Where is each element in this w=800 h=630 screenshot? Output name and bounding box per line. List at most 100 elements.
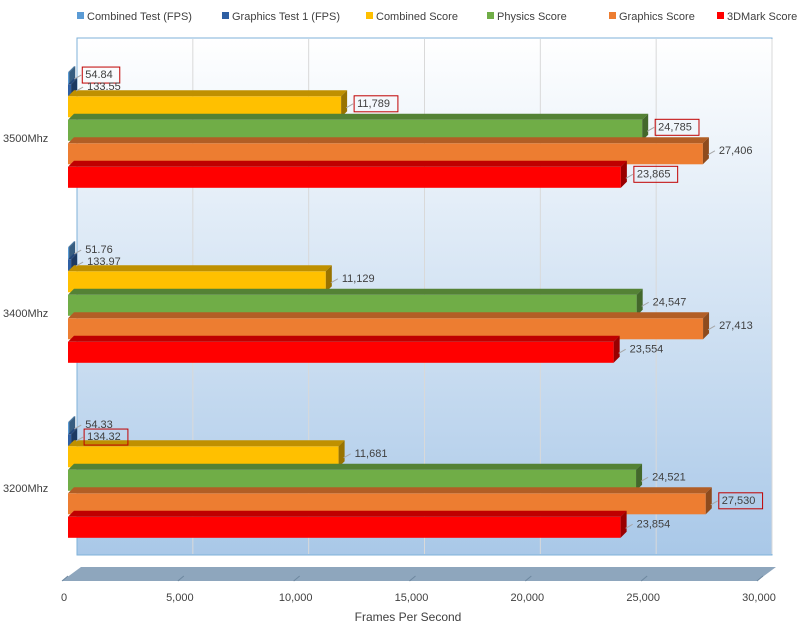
bar-top bbox=[68, 463, 643, 470]
bar-front bbox=[68, 294, 637, 316]
bar-physics-score-3200mhz bbox=[68, 463, 643, 491]
bar-physics-score-3500mhz bbox=[68, 113, 649, 141]
leader-line bbox=[73, 249, 82, 255]
x-axis-ticks: 0 5,000 10,000 15,000 20,000 25,000 30,000 bbox=[61, 592, 776, 604]
bar-top bbox=[68, 428, 78, 435]
bar-graphics-test-1-fps-3400mhz bbox=[68, 253, 78, 271]
legend-swatch bbox=[77, 12, 84, 19]
bar-top bbox=[68, 253, 78, 260]
floor-tick bbox=[640, 575, 648, 582]
bar-side bbox=[620, 160, 627, 188]
y-axis-categories: 3500Mhz 3400Mhz 3200Mhz bbox=[3, 133, 48, 495]
data-label-3dmark-score-3400mhz: 23,554 bbox=[630, 343, 664, 355]
bar-side bbox=[69, 241, 76, 259]
bar-side bbox=[702, 137, 709, 165]
bar-side bbox=[620, 510, 627, 538]
bar-front bbox=[68, 434, 72, 446]
legend: Combined Test (FPS) Graphics Test 1 (FPS)… bbox=[77, 11, 797, 23]
bar-top bbox=[68, 416, 76, 423]
bar-combined-test-fps-3400mhz bbox=[68, 241, 76, 259]
x-tick-label: 25,000 bbox=[626, 592, 660, 604]
bar-front bbox=[68, 318, 704, 340]
leader-line bbox=[625, 173, 634, 179]
bar-graphics-test-1-fps-3500mhz bbox=[68, 78, 78, 96]
bar-side bbox=[71, 428, 78, 446]
highlight-box bbox=[353, 95, 399, 113]
y-category-label-3500mhz: 3500Mhz bbox=[3, 133, 48, 145]
leader-line bbox=[646, 126, 655, 132]
bars bbox=[68, 66, 712, 538]
data-label-3dmark-score-3200mhz: 23,854 bbox=[637, 518, 671, 530]
legend-swatch bbox=[717, 12, 724, 19]
bar-front bbox=[68, 96, 342, 118]
x-tick-label: 10,000 bbox=[279, 592, 313, 604]
legend-item-graphics-score: Graphics Score bbox=[609, 11, 695, 23]
bar-front bbox=[68, 469, 637, 491]
leader-line bbox=[710, 500, 719, 506]
leader-line bbox=[74, 74, 82, 80]
bar-graphics-score-3200mhz bbox=[68, 487, 712, 515]
legend-swatch bbox=[222, 12, 229, 19]
legend-swatch bbox=[487, 12, 494, 19]
bar-physics-score-3400mhz bbox=[68, 288, 643, 316]
bar-top bbox=[68, 137, 709, 144]
legend-label: Physics Score bbox=[497, 11, 567, 23]
bar-top bbox=[68, 265, 332, 272]
bar-top bbox=[68, 66, 76, 73]
bar-side bbox=[325, 265, 332, 293]
bar-front bbox=[68, 341, 614, 363]
bar-combined-test-fps-3200mhz bbox=[68, 416, 76, 434]
bar-combined-score-3200mhz bbox=[68, 440, 345, 468]
bar-side bbox=[338, 440, 345, 468]
data-label-physics-score-3200mhz: 24,521 bbox=[652, 471, 686, 483]
legend-item-3dmark-score: 3DMark Score bbox=[717, 11, 797, 23]
legend-item-graphics-test-1-fps: Graphics Test 1 (FPS) bbox=[222, 11, 340, 23]
bar-front bbox=[68, 493, 706, 515]
bar-side bbox=[71, 253, 78, 271]
data-label-graphics-score-3200mhz: 27,530 bbox=[722, 495, 756, 507]
floor-tick bbox=[177, 575, 185, 582]
bar-top bbox=[68, 90, 348, 97]
bar-front bbox=[68, 259, 72, 271]
bar-top bbox=[68, 160, 627, 167]
leader-line bbox=[618, 348, 626, 354]
data-label-graphics-test-1-fps-3500mhz: 133.55 bbox=[87, 81, 121, 93]
highlight-box bbox=[81, 66, 121, 84]
data-label-graphics-score-3400mhz: 27,413 bbox=[719, 320, 753, 332]
bar-front bbox=[68, 84, 72, 96]
floor-tick bbox=[525, 575, 532, 582]
bar-front bbox=[68, 422, 70, 434]
chart-floor-plane bbox=[62, 567, 776, 581]
floor-tick bbox=[756, 575, 764, 582]
legend-label: Combined Score bbox=[376, 11, 458, 23]
data-label-graphics-test-1-fps-3400mhz: 133.97 bbox=[87, 256, 121, 268]
bar-front bbox=[68, 166, 621, 188]
bar-combined-test-fps-3500mhz bbox=[68, 66, 76, 84]
bar-front bbox=[68, 516, 621, 538]
highlight-box bbox=[633, 165, 679, 183]
data-label-physics-score-3400mhz: 24,547 bbox=[653, 296, 687, 308]
bar-3dmark-score-3500mhz bbox=[68, 160, 627, 188]
leader-line bbox=[640, 476, 649, 482]
bar-graphics-test-1-fps-3200mhz bbox=[68, 428, 78, 446]
leader-line bbox=[707, 325, 716, 331]
bar-front bbox=[68, 143, 703, 165]
bar-3dmark-score-3400mhz bbox=[68, 335, 620, 363]
bar-front bbox=[68, 446, 339, 468]
data-label-combined-test-fps-3400mhz: 51.76 bbox=[85, 244, 113, 256]
x-tick-label: 20,000 bbox=[511, 592, 545, 604]
bar-combined-score-3400mhz bbox=[68, 265, 332, 293]
data-label-graphics-test-1-fps-3200mhz: 134.32 bbox=[87, 431, 121, 443]
leader-line bbox=[330, 278, 339, 284]
bar-side bbox=[613, 335, 620, 363]
bar-top bbox=[68, 78, 78, 85]
leader-line bbox=[75, 436, 84, 442]
bar-side bbox=[341, 90, 348, 118]
bar-side bbox=[642, 113, 649, 141]
bar-side bbox=[71, 78, 78, 96]
bar-side bbox=[636, 463, 643, 491]
leader-line bbox=[641, 301, 649, 307]
data-label-physics-score-3500mhz: 24,785 bbox=[658, 121, 692, 133]
